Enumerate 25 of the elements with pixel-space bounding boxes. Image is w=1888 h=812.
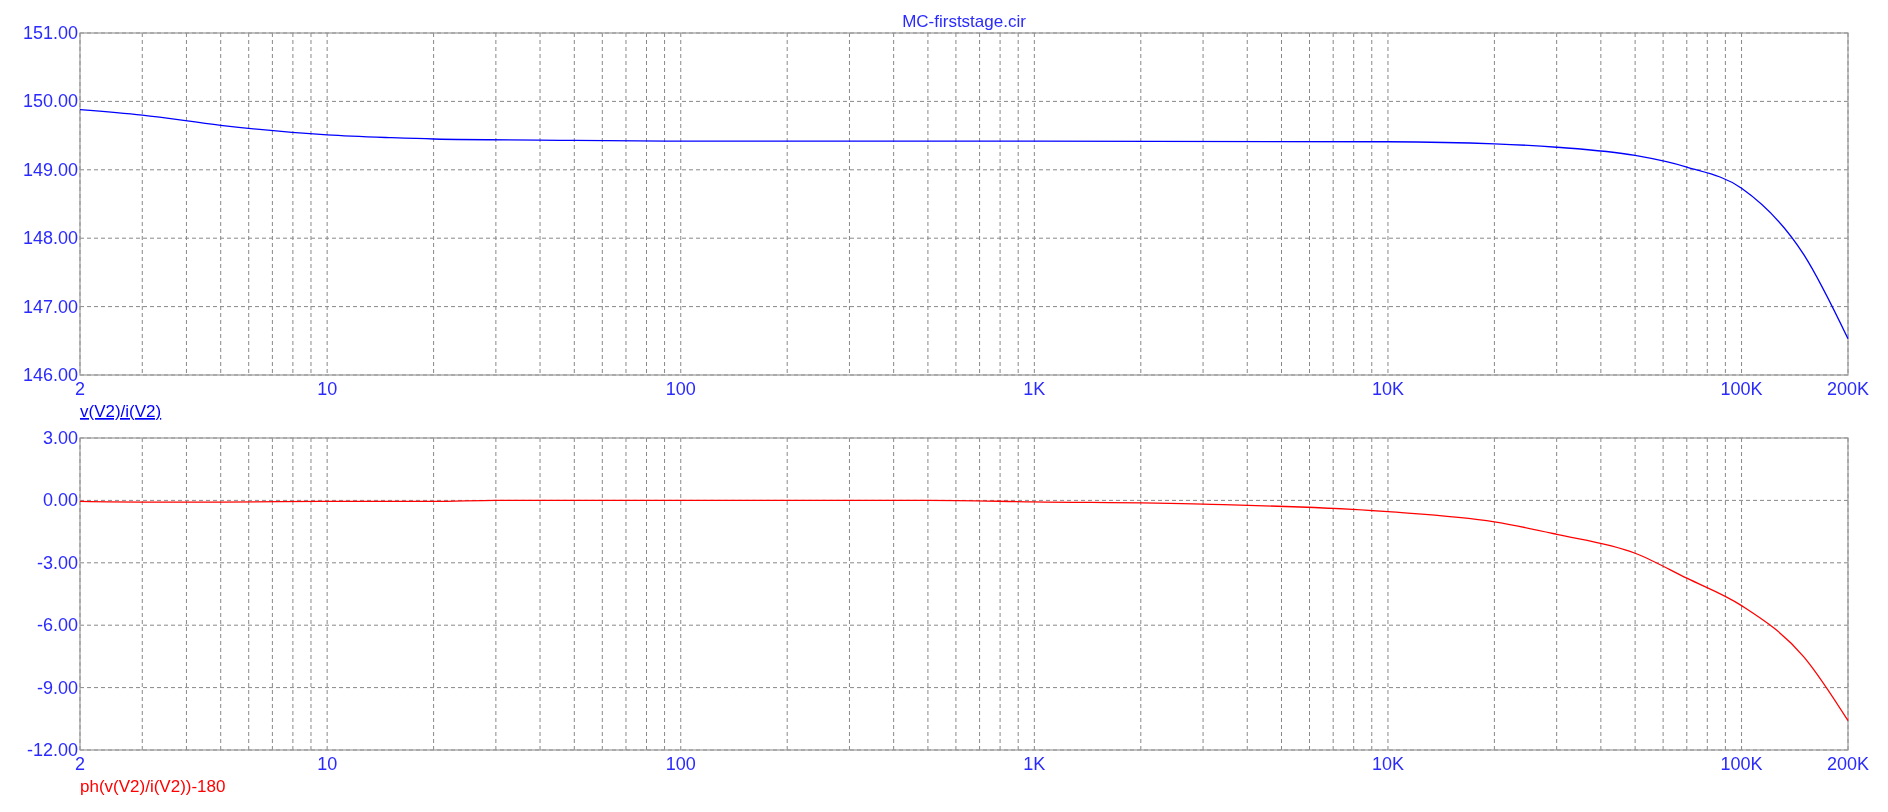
y-tick-label: 150.00 bbox=[22, 91, 78, 112]
y-tick-label: 149.00 bbox=[22, 159, 78, 180]
text: ph(v(V2)/i(V2))-180 bbox=[80, 777, 226, 796]
x-tick-label: 1K bbox=[1023, 379, 1046, 399]
x-tick-label: 100K bbox=[1720, 754, 1763, 774]
x-tick-label: 200K bbox=[1826, 379, 1870, 399]
x-tick-label: 200K bbox=[1826, 754, 1870, 774]
y-tick-label: -3.00 bbox=[36, 552, 78, 573]
y-tick-label: 151.00 bbox=[22, 23, 78, 43]
x-tick-label: 10K bbox=[1371, 379, 1404, 399]
x-tick-label: 100K bbox=[1720, 379, 1763, 399]
x-tick-label: 10K bbox=[1371, 754, 1404, 774]
x-tick-label: 10 bbox=[317, 379, 338, 399]
chart-title: MC-firststage.cir bbox=[902, 12, 1027, 31]
text: v(V2)/i(V2) bbox=[80, 402, 162, 421]
y-tick-label: -9.00 bbox=[36, 677, 78, 698]
y-tick-label: 3.00 bbox=[42, 428, 78, 448]
x-tick-label: 100 bbox=[665, 754, 696, 774]
y-tick-label: -6.00 bbox=[36, 615, 78, 636]
y-tick-label: 148.00 bbox=[22, 228, 78, 249]
x-tick-label: 100 bbox=[665, 379, 696, 399]
y-tick-label: 147.00 bbox=[22, 296, 78, 317]
y-tick-label: 0.00 bbox=[42, 490, 78, 511]
x-tick-label: 10 bbox=[317, 754, 338, 774]
x-tick-label: 1K bbox=[1023, 754, 1046, 774]
